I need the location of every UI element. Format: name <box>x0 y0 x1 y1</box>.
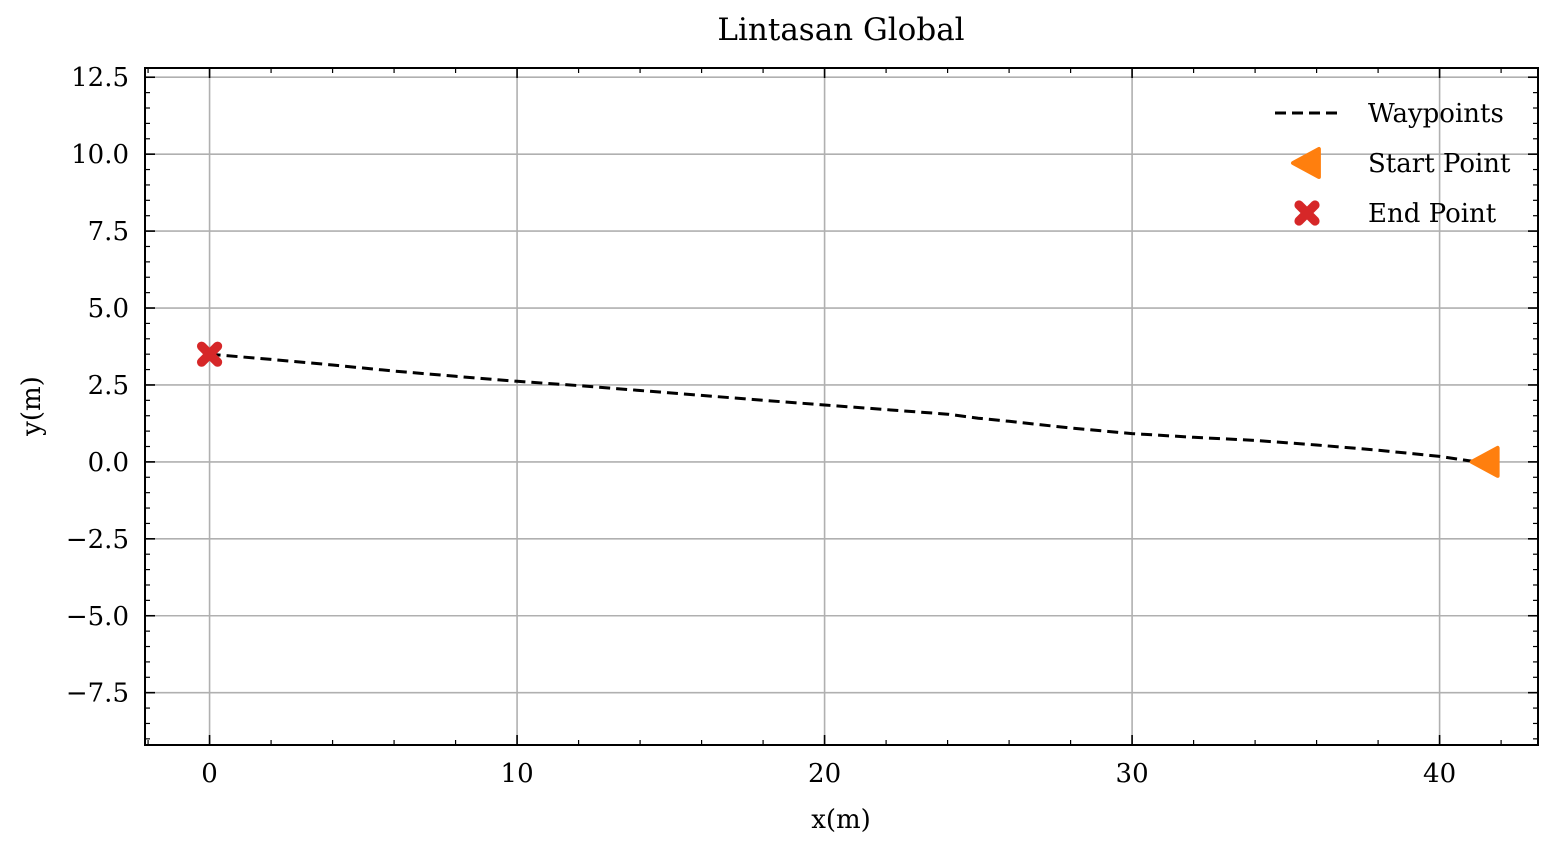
chart-title: Lintasan Global <box>717 12 964 48</box>
start-point-marker <box>1469 445 1500 478</box>
legend-label: Waypoints <box>1368 99 1504 129</box>
legend-label: End Point <box>1368 199 1497 229</box>
legend-end-point-swatch <box>1294 200 1320 226</box>
y-tick-label: −7.5 <box>66 679 129 709</box>
x-tick-label: 30 <box>1116 759 1149 789</box>
x-marker-stroke-b <box>1294 200 1320 226</box>
plot-frame <box>144 67 1539 746</box>
x-tick-label: 40 <box>1423 759 1456 789</box>
y-tick-label: −2.5 <box>66 525 129 555</box>
x-tick-label: 20 <box>808 759 841 789</box>
y-tick-label: 5.0 <box>88 294 129 324</box>
plot-series <box>196 341 1500 478</box>
x-tick-label: 0 <box>201 759 218 789</box>
y-tick-label: 0.0 <box>88 448 129 478</box>
y-tick-labels: −7.5 −5.0 −2.5 0.0 2.5 5.0 7.5 10.0 12.5 <box>66 63 129 708</box>
legend-label: Start Point <box>1368 149 1511 179</box>
y-tick-label: 10.0 <box>71 140 129 170</box>
waypoints-line <box>209 352 1477 464</box>
x-marker-stroke-b <box>196 341 223 367</box>
y-tick-label: 2.5 <box>88 371 129 401</box>
legend-start-point-swatch <box>1291 147 1321 179</box>
y-tick-label: 12.5 <box>71 63 129 93</box>
y-tick-label: −5.0 <box>66 602 129 632</box>
legend: Waypoints Start Point End Point <box>1275 99 1511 229</box>
x-tick-label: 10 <box>501 759 534 789</box>
x-tick-labels: 0 10 20 30 40 <box>201 759 1456 789</box>
major-ticks <box>145 68 1538 745</box>
y-tick-label: 7.5 <box>88 217 129 247</box>
y-axis-label: y(m) <box>17 376 47 437</box>
x-axis-label: x(m) <box>811 805 871 835</box>
end-point-marker <box>196 341 223 367</box>
